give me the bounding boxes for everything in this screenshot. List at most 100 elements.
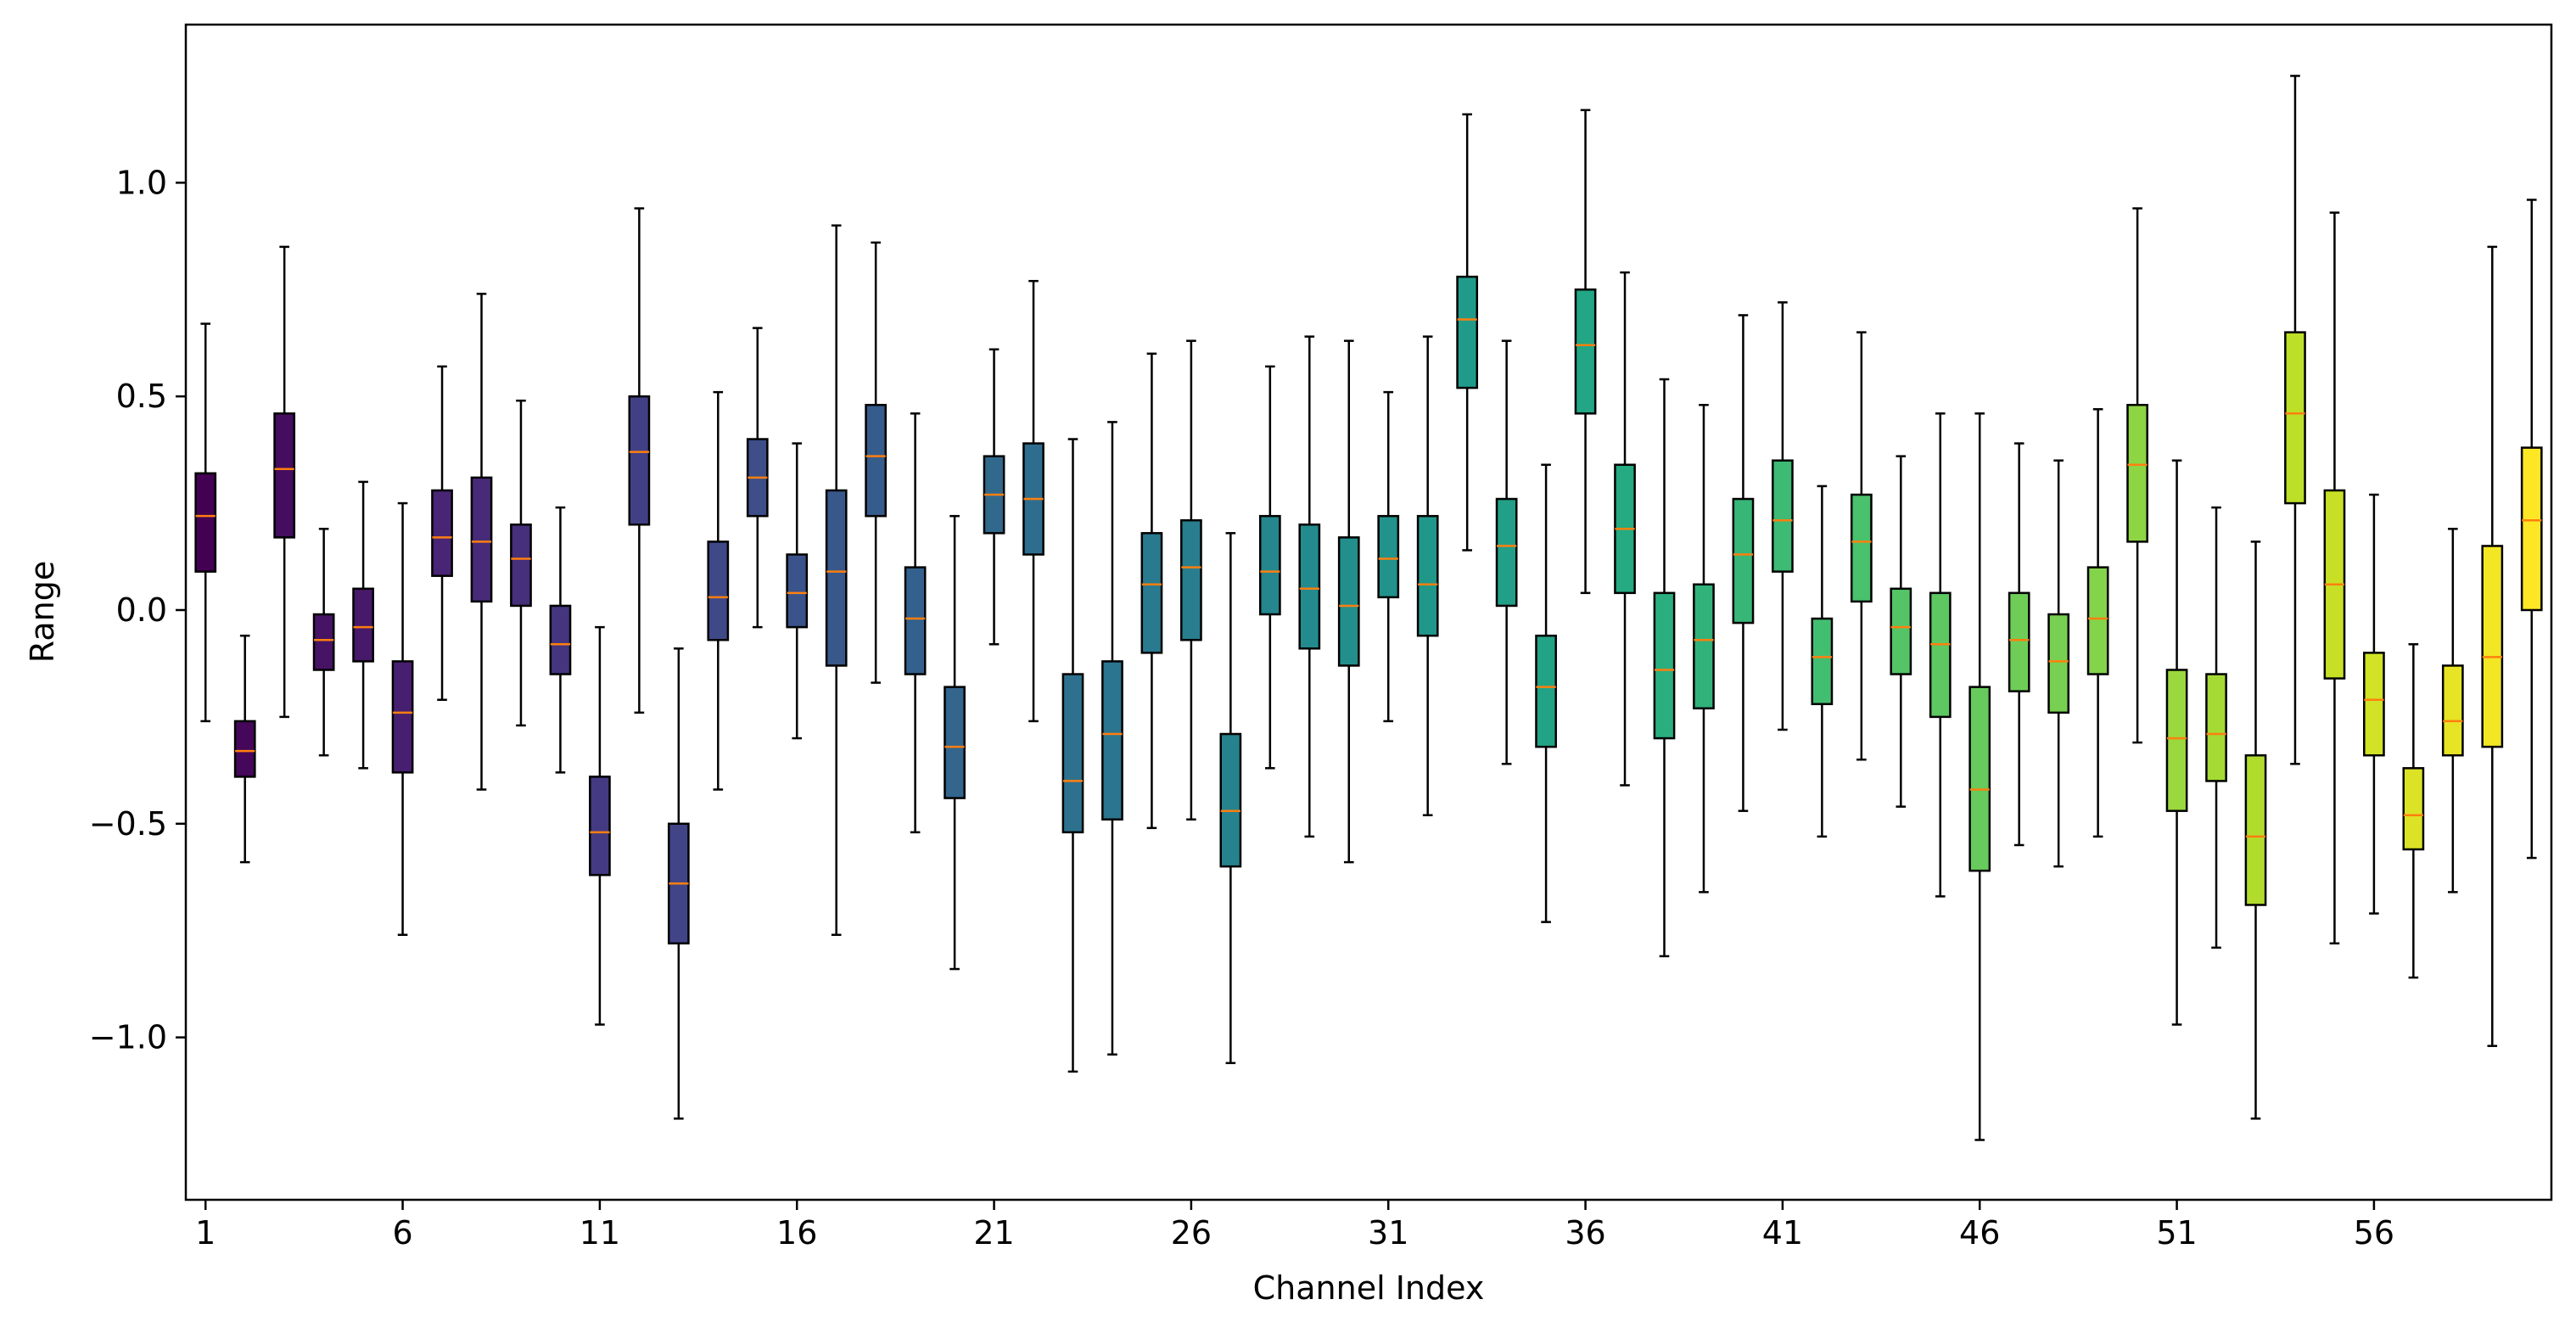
box-iqr: [1337, 536, 1360, 667]
box-channel-50: [2126, 207, 2148, 744]
box-channel-10: [549, 506, 572, 774]
box-channel-24: [1101, 421, 1123, 1056]
box-iqr: [2363, 652, 2385, 757]
box-channel-40: [1732, 314, 1755, 812]
box-iqr: [1968, 686, 1991, 872]
box-iqr: [2284, 331, 2306, 505]
box-iqr: [1416, 514, 1439, 637]
box-channel-22: [1022, 279, 1044, 723]
box-iqr: [1219, 732, 1242, 868]
box-iqr: [865, 403, 888, 518]
box-iqr: [1890, 587, 1912, 675]
box-iqr: [2244, 753, 2267, 906]
y-tick-label: 1.0: [116, 164, 167, 201]
box-channel-44: [1890, 455, 1912, 808]
box-iqr: [352, 587, 374, 663]
box-iqr: [2047, 613, 2070, 714]
box-channel-5: [352, 480, 374, 770]
y-axis-ticks: 1.0 0.5 0.0 −0.5 −1.0: [89, 164, 186, 1056]
x-tick-label: 1: [195, 1214, 216, 1252]
box-channel-53: [2244, 540, 2267, 1120]
x-tick-label: 31: [1368, 1214, 1408, 1252]
box-iqr: [1850, 493, 1873, 603]
box-iqr: [1772, 459, 1794, 573]
box-iqr: [1653, 591, 1676, 740]
box-iqr: [707, 540, 730, 641]
box-channel-57: [2402, 643, 2425, 979]
box-channel-56: [2363, 493, 2385, 915]
box-iqr: [1535, 634, 1557, 748]
box-channel-41: [1772, 301, 1794, 731]
box-channel-55: [2323, 211, 2346, 945]
box-iqr: [1574, 288, 1597, 415]
box-iqr: [1693, 583, 1715, 710]
box-iqr: [391, 660, 414, 774]
box-channel-42: [1811, 484, 1834, 838]
box-iqr: [2205, 673, 2227, 782]
box-iqr: [194, 472, 217, 573]
box-channel-11: [589, 625, 611, 1026]
box-iqr: [1180, 518, 1202, 641]
box-channel-45: [1929, 412, 1952, 898]
box-iqr: [1495, 497, 1518, 608]
box-iqr: [1456, 275, 1479, 389]
box-channel-2: [233, 634, 256, 864]
box-iqr: [312, 613, 335, 671]
box-iqr: [2402, 767, 2425, 851]
box-channel-30: [1337, 339, 1360, 864]
box-channel-46: [1968, 412, 1991, 1141]
box-iqr: [1140, 532, 1163, 654]
y-tick-label: 0.5: [116, 378, 167, 415]
box-iqr: [628, 395, 651, 526]
x-axis-ticks: 1 6 11 16 21 26 31 36 41 46 51 56: [195, 1200, 2394, 1252]
box-channel-14: [707, 390, 730, 791]
box-iqr: [273, 412, 296, 539]
box-channel-23: [1061, 438, 1084, 1073]
box-channel-16: [786, 442, 809, 740]
y-tick-label: −1.0: [89, 1019, 167, 1056]
box-marks: [194, 75, 2543, 1141]
box-channel-1: [194, 322, 217, 723]
y-tick-label: −0.5: [89, 805, 167, 843]
box-channel-38: [1653, 378, 1676, 958]
box-iqr: [549, 604, 572, 675]
box-channel-59: [2481, 245, 2504, 1047]
box-iqr: [1101, 660, 1123, 821]
box-channel-39: [1693, 403, 1715, 893]
box-iqr: [1258, 514, 1281, 616]
box-channel-43: [1850, 331, 1873, 761]
box-channel-37: [1614, 271, 1636, 787]
box-iqr: [825, 489, 848, 667]
box-channel-17: [825, 224, 848, 936]
box-iqr: [1298, 524, 1321, 650]
axes-frame: [184, 23, 2553, 1201]
box-iqr: [904, 566, 927, 675]
box-channel-31: [1377, 390, 1400, 723]
box-iqr: [233, 720, 256, 778]
box-iqr: [2441, 664, 2464, 757]
box-channel-9: [510, 399, 532, 727]
box-channel-12: [628, 207, 651, 714]
box-channel-47: [2008, 442, 2030, 847]
box-channel-20: [944, 514, 966, 971]
box-iqr: [2481, 545, 2504, 748]
box-iqr: [1929, 591, 1952, 719]
box-channel-29: [1298, 335, 1321, 838]
box-iqr: [1377, 514, 1400, 599]
box-channel-32: [1416, 335, 1439, 816]
box-channel-49: [2086, 408, 2109, 838]
box-iqr: [1732, 497, 1755, 624]
box-iqr: [2008, 591, 2030, 692]
x-tick-label: 26: [1171, 1214, 1212, 1252]
y-tick-label: 0.0: [116, 591, 167, 629]
x-tick-label: 6: [392, 1214, 412, 1252]
box-iqr: [786, 553, 809, 629]
box-iqr: [510, 524, 532, 608]
box-channel-35: [1535, 463, 1557, 923]
y-axis-label: Range: [24, 561, 61, 663]
box-iqr: [1811, 617, 1834, 706]
box-iqr: [2520, 446, 2543, 612]
x-tick-label: 11: [580, 1214, 620, 1252]
